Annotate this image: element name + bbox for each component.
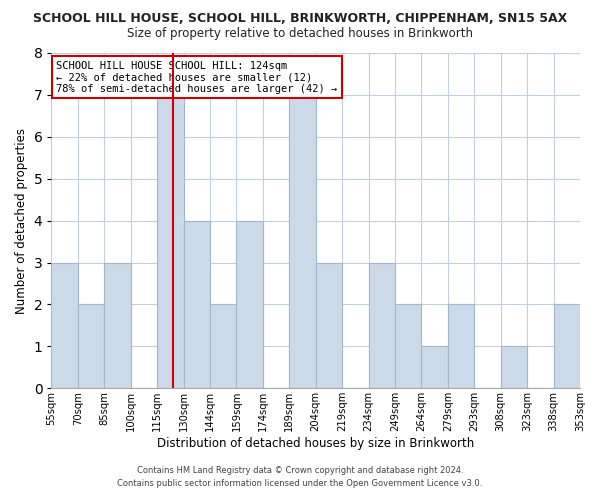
Bar xyxy=(554,304,580,388)
Bar xyxy=(289,95,316,388)
Y-axis label: Number of detached properties: Number of detached properties xyxy=(15,128,28,314)
Bar xyxy=(448,304,474,388)
Bar xyxy=(210,304,236,388)
Text: Contains HM Land Registry data © Crown copyright and database right 2024.
Contai: Contains HM Land Registry data © Crown c… xyxy=(118,466,482,487)
Bar xyxy=(104,262,131,388)
Bar xyxy=(184,220,210,388)
Text: SCHOOL HILL HOUSE SCHOOL HILL: 124sqm
← 22% of detached houses are smaller (12)
: SCHOOL HILL HOUSE SCHOOL HILL: 124sqm ← … xyxy=(56,60,337,94)
Bar xyxy=(501,346,527,389)
Bar xyxy=(316,262,342,388)
Text: Size of property relative to detached houses in Brinkworth: Size of property relative to detached ho… xyxy=(127,28,473,40)
Bar xyxy=(52,262,78,388)
X-axis label: Distribution of detached houses by size in Brinkworth: Distribution of detached houses by size … xyxy=(157,437,475,450)
Bar xyxy=(368,262,395,388)
Bar xyxy=(157,95,184,388)
Bar xyxy=(236,220,263,388)
Bar xyxy=(421,346,448,389)
Text: SCHOOL HILL HOUSE, SCHOOL HILL, BRINKWORTH, CHIPPENHAM, SN15 5AX: SCHOOL HILL HOUSE, SCHOOL HILL, BRINKWOR… xyxy=(33,12,567,26)
Bar xyxy=(78,304,104,388)
Bar xyxy=(395,304,421,388)
